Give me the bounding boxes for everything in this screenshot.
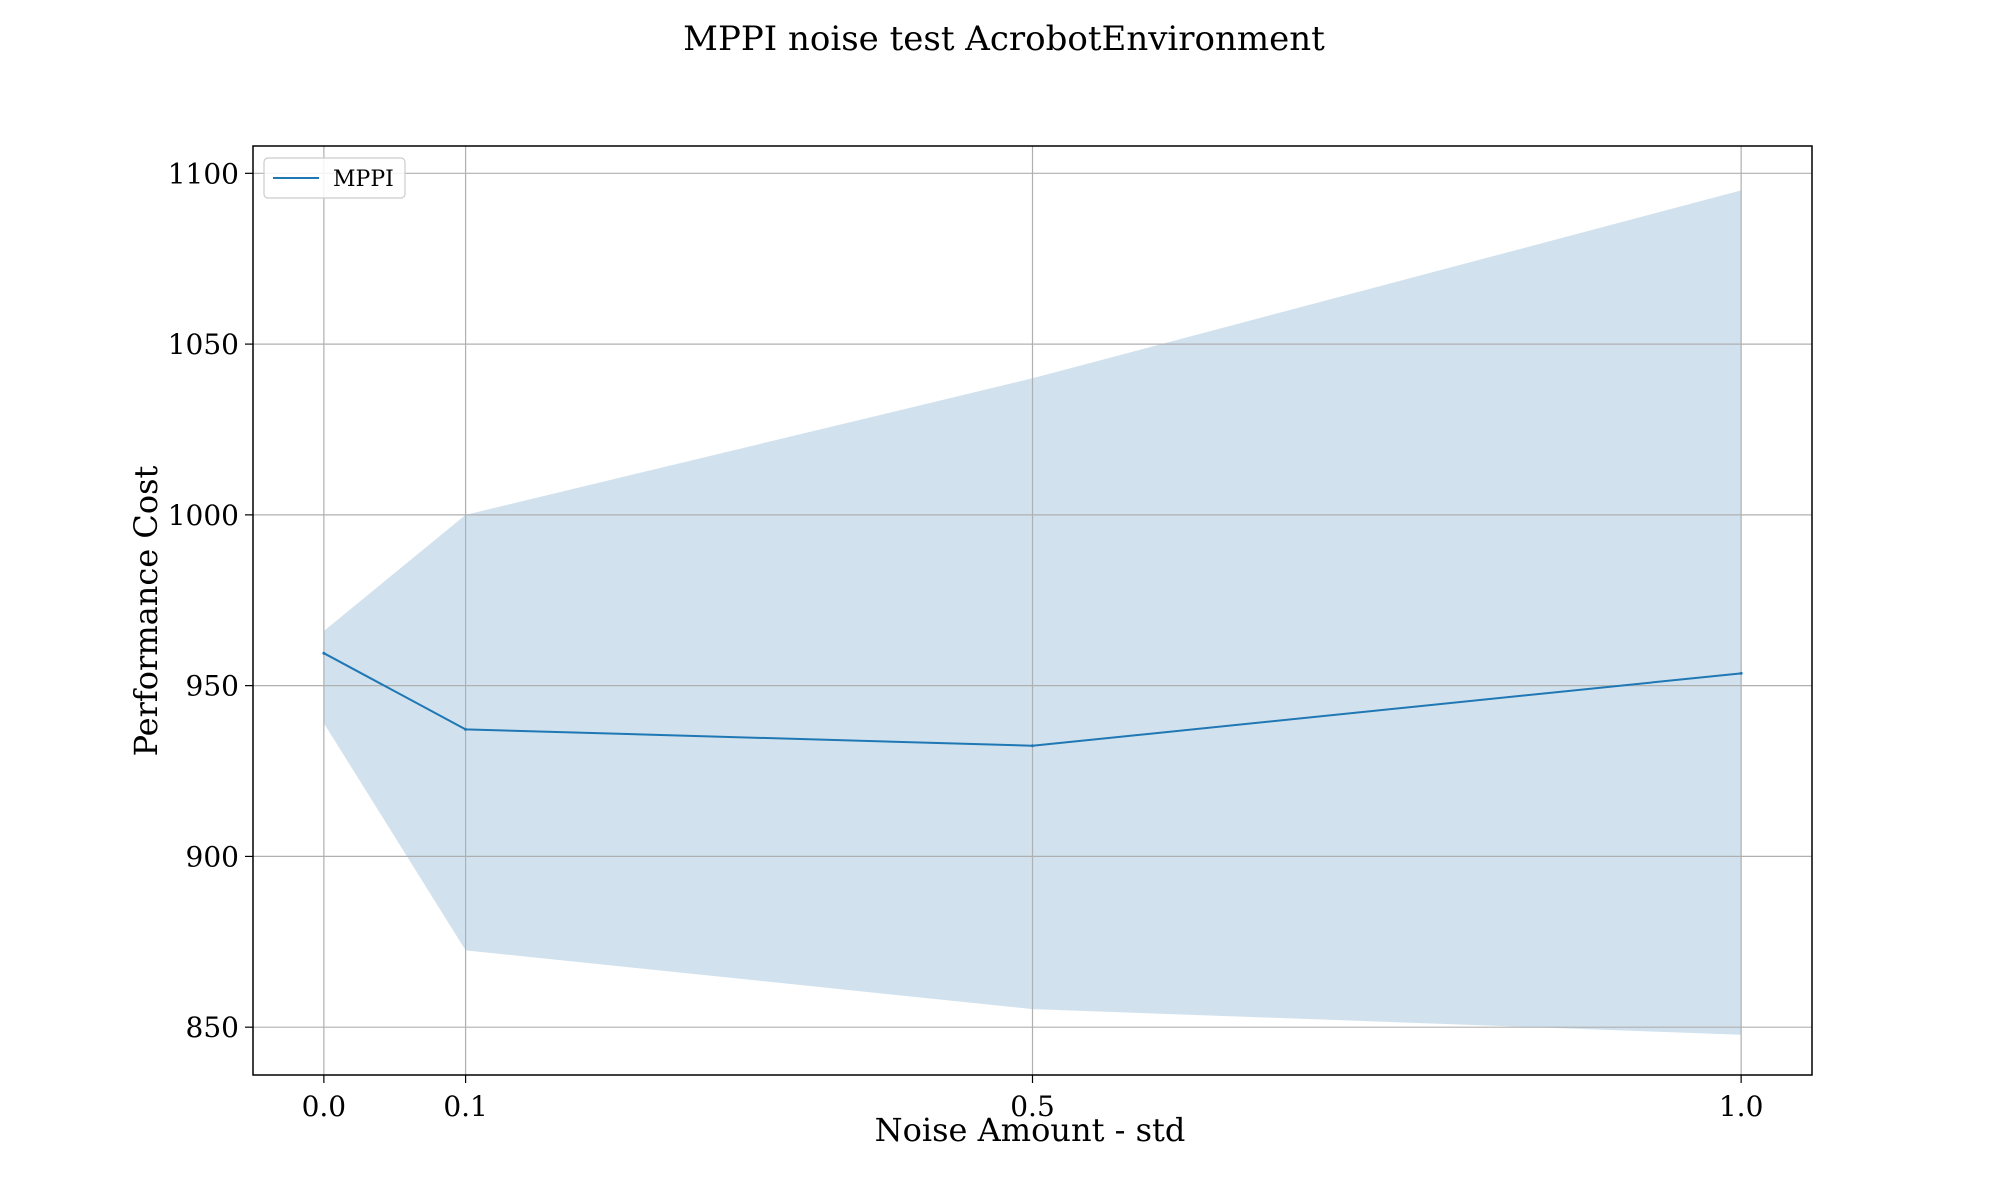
y-tick-label: 950: [186, 670, 239, 703]
data-point: [322, 651, 326, 655]
data-point: [464, 727, 468, 731]
y-tick-label: 850: [186, 1011, 239, 1044]
x-tick-label: 1.0: [1719, 1090, 1764, 1123]
x-axis-label: Noise Amount - std: [875, 1111, 1186, 1149]
legend-label-mppi: MPPI: [333, 167, 394, 192]
y-tick-label: 900: [186, 840, 239, 873]
chart-title: MPPI noise test AcrobotEnvironment: [683, 19, 1325, 59]
y-tick-label: 1050: [168, 328, 239, 361]
x-tick-label: 0.5: [1010, 1090, 1055, 1123]
y-tick-label: 1000: [168, 499, 239, 532]
x-tick-label: 0.1: [443, 1090, 488, 1123]
legend-box: [263, 157, 406, 199]
plot-area: 0.0 0.1 0.5 1.0 850 900 950 1000 1050 1100 MPPI: [168, 145, 1813, 1123]
series-line-mppi: [323, 652, 1742, 747]
y-axis-label: Performance Cost: [127, 465, 165, 756]
legend: MPPI: [263, 157, 406, 199]
x-tick-label: 0.0: [302, 1090, 347, 1123]
data-point: [1739, 671, 1743, 675]
y-tick-label: 1100: [168, 157, 239, 190]
data-point: [1031, 744, 1034, 748]
